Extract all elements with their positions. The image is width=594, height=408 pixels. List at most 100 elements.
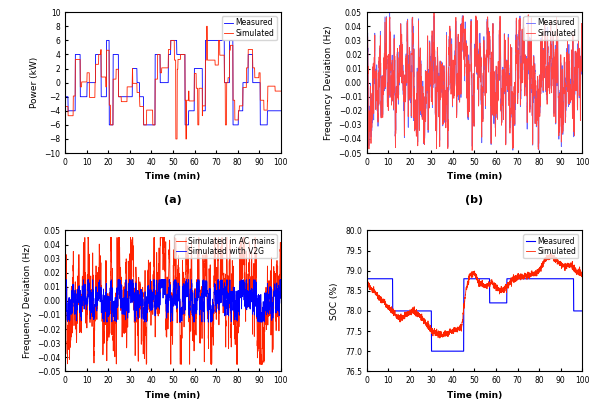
Simulated with V2G — [271, 287, 278, 292]
Simulated in AC mains — [277, 277, 284, 282]
Simulated — [469, 148, 476, 153]
Measured — [428, 349, 435, 354]
Measured — [167, 52, 174, 57]
Line: Simulated in AC mains: Simulated in AC mains — [65, 237, 280, 364]
Simulated in AC mains — [271, 279, 278, 284]
Measured — [363, 80, 371, 84]
Simulated with V2G — [232, 300, 239, 305]
Simulated — [579, 62, 586, 67]
Simulated in AC mains — [143, 362, 150, 367]
Simulated — [579, 272, 586, 277]
Simulated — [573, 63, 580, 68]
Line: Simulated: Simulated — [366, 253, 582, 338]
Line: Simulated: Simulated — [366, 13, 582, 151]
Measured — [573, 62, 580, 67]
Simulated with V2G — [103, 319, 110, 324]
Simulated in AC mains — [167, 293, 174, 298]
Measured — [386, 9, 393, 14]
Simulated with V2G — [277, 291, 284, 296]
Measured — [533, 102, 540, 107]
Legend: Measured, Simulated: Measured, Simulated — [523, 234, 579, 258]
Measured — [509, 148, 516, 153]
Measured — [374, 276, 381, 281]
Simulated — [166, 47, 173, 52]
Simulated — [271, 84, 278, 89]
Simulated — [468, 273, 475, 278]
Measured — [468, 276, 475, 281]
Line: Simulated with V2G: Simulated with V2G — [65, 280, 280, 322]
Line: Measured: Measured — [366, 12, 582, 150]
Simulated — [573, 61, 580, 66]
Simulated with V2G — [62, 290, 69, 295]
Simulated — [203, 24, 210, 29]
Simulated with V2G — [167, 282, 174, 287]
Line: Simulated: Simulated — [65, 27, 280, 139]
Measured — [374, 113, 381, 118]
Simulated in AC mains — [72, 333, 80, 337]
Simulated in AC mains — [271, 281, 278, 286]
Measured — [363, 276, 371, 281]
Simulated — [232, 118, 239, 122]
Measured — [579, 308, 586, 313]
X-axis label: Time (min): Time (min) — [447, 391, 502, 400]
Measured — [106, 122, 113, 127]
Measured — [572, 308, 579, 313]
Simulated — [172, 137, 179, 142]
Legend: Measured, Simulated: Measured, Simulated — [222, 16, 277, 40]
Simulated with V2G — [161, 277, 168, 282]
Simulated — [431, 10, 438, 15]
Simulated — [72, 57, 80, 62]
Simulated — [573, 268, 580, 273]
Y-axis label: Power (kW): Power (kW) — [30, 57, 39, 108]
X-axis label: Time (min): Time (min) — [146, 173, 201, 182]
Legend: Measured, Simulated: Measured, Simulated — [523, 16, 579, 40]
Simulated — [277, 89, 284, 93]
Measured — [271, 109, 278, 113]
Y-axis label: Frequency Deviation (Hz): Frequency Deviation (Hz) — [23, 244, 31, 358]
Simulated — [363, 280, 371, 285]
Simulated — [62, 104, 69, 109]
X-axis label: Time (min): Time (min) — [146, 391, 201, 400]
Measured — [462, 276, 469, 281]
Simulated with V2G — [63, 277, 70, 282]
Measured — [62, 94, 69, 99]
Legend: Simulated in AC mains, Simulated with V2G: Simulated in AC mains, Simulated with V2… — [174, 234, 277, 258]
Measured — [72, 52, 80, 57]
Simulated — [161, 65, 168, 70]
Simulated — [533, 103, 540, 108]
Simulated — [374, 296, 381, 301]
Line: Measured: Measured — [65, 40, 280, 125]
Simulated — [547, 251, 554, 255]
Measured — [232, 122, 239, 127]
Measured — [468, 67, 475, 71]
Measured — [161, 80, 168, 85]
Simulated — [374, 112, 381, 117]
Y-axis label: Frequency Deviation (Hz): Frequency Deviation (Hz) — [324, 25, 333, 140]
Simulated — [436, 336, 443, 341]
Measured — [579, 57, 586, 62]
Measured — [462, 46, 469, 51]
X-axis label: Time (min): Time (min) — [447, 173, 502, 182]
Simulated in AC mains — [81, 235, 89, 240]
Simulated — [462, 54, 469, 59]
Measured — [573, 308, 580, 313]
Measured — [103, 38, 110, 43]
Simulated in AC mains — [161, 235, 168, 240]
Y-axis label: SOC (%): SOC (%) — [330, 282, 339, 319]
Simulated — [271, 84, 278, 89]
Measured — [573, 65, 580, 70]
Simulated — [533, 270, 540, 275]
Simulated in AC mains — [232, 320, 239, 325]
Simulated with V2G — [271, 293, 278, 298]
Simulated — [363, 82, 371, 87]
Measured — [277, 109, 284, 113]
Simulated with V2G — [73, 310, 80, 315]
Measured — [533, 276, 540, 281]
Simulated in AC mains — [62, 298, 69, 303]
Line: Measured: Measured — [366, 279, 582, 351]
Simulated — [573, 268, 580, 273]
Measured — [271, 109, 278, 113]
Simulated — [468, 61, 475, 66]
Simulated — [462, 288, 469, 293]
Text: (a): (a) — [164, 195, 182, 205]
